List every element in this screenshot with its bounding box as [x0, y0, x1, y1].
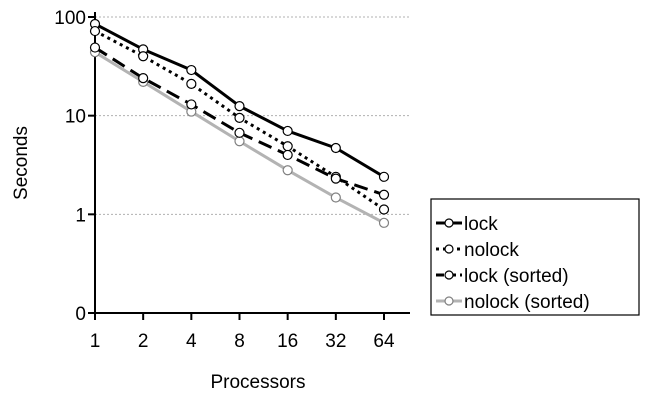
y-axis-title: Seconds [11, 126, 32, 200]
x-tick-label: 64 [373, 331, 395, 352]
y-tick-label: 1 [75, 205, 86, 226]
x-tick-label: 2 [138, 331, 149, 352]
series-line-lock [94, 22, 385, 179]
y-tick-label: 0 [75, 304, 86, 325]
legend-box [430, 198, 640, 316]
data-point-nolock-sorted [234, 136, 245, 147]
x-tick-label: 4 [186, 331, 197, 352]
data-point-lock [234, 101, 245, 112]
data-point-lock [282, 125, 293, 137]
data-point-lock [330, 142, 341, 154]
series-lines [89, 18, 390, 228]
data-point-lock-sorted [186, 99, 197, 110]
legend-marker-lock [444, 218, 454, 228]
axes [94, 12, 410, 314]
x-ticks: 1 2 4 8 16 32 64 [90, 313, 395, 352]
data-point-nolock-sorted [378, 217, 390, 228]
legend-label-nolock-sorted: nolock (sorted) [464, 292, 590, 313]
gridlines [95, 16, 410, 215]
x-axis-title: Processors [210, 372, 305, 393]
data-point-nolock [89, 25, 101, 37]
data-point-nolock [234, 112, 245, 123]
data-point-nolock [186, 78, 197, 89]
data-point-lock-sorted [234, 127, 245, 138]
y-tick-label: 100 [54, 8, 86, 29]
legend-label-nolock: nolock [464, 240, 519, 261]
data-point-lock-sorted [330, 173, 341, 184]
data-point-nolock-sorted [282, 165, 293, 176]
x-tick-label: 16 [277, 331, 298, 352]
y-ticks: 0 1 10 100 [54, 8, 95, 325]
data-point-nolock [138, 51, 149, 62]
legend-marker-nolock-sorted [444, 296, 454, 306]
series-nolock [89, 25, 390, 215]
legend-label-lock-sorted: lock (sorted) [464, 266, 569, 287]
data-point-lock-sorted [89, 42, 101, 53]
series-lock [89, 18, 390, 182]
data-point-nolock [282, 141, 293, 152]
legend: lock nolock lock (sorted) nolock (sorted) [430, 198, 640, 316]
data-point-lock-sorted [138, 73, 149, 84]
data-point-lock [186, 64, 197, 76]
x-tick-label: 32 [325, 331, 346, 352]
data-point-lock-sorted [282, 149, 293, 161]
y-tick-label: 10 [65, 107, 86, 128]
data-point-nolock [378, 204, 390, 215]
legend-marker-lock-sorted [444, 270, 454, 280]
legend-marker-nolock [444, 244, 454, 254]
data-point-nolock-sorted [330, 192, 341, 203]
legend-label-lock: lock [464, 214, 498, 235]
series-lock-sorted [89, 42, 390, 200]
data-point-lock-sorted [378, 189, 390, 200]
x-tick-label: 8 [234, 331, 245, 352]
data-point-lock [378, 171, 390, 182]
x-tick-label: 1 [90, 331, 101, 352]
